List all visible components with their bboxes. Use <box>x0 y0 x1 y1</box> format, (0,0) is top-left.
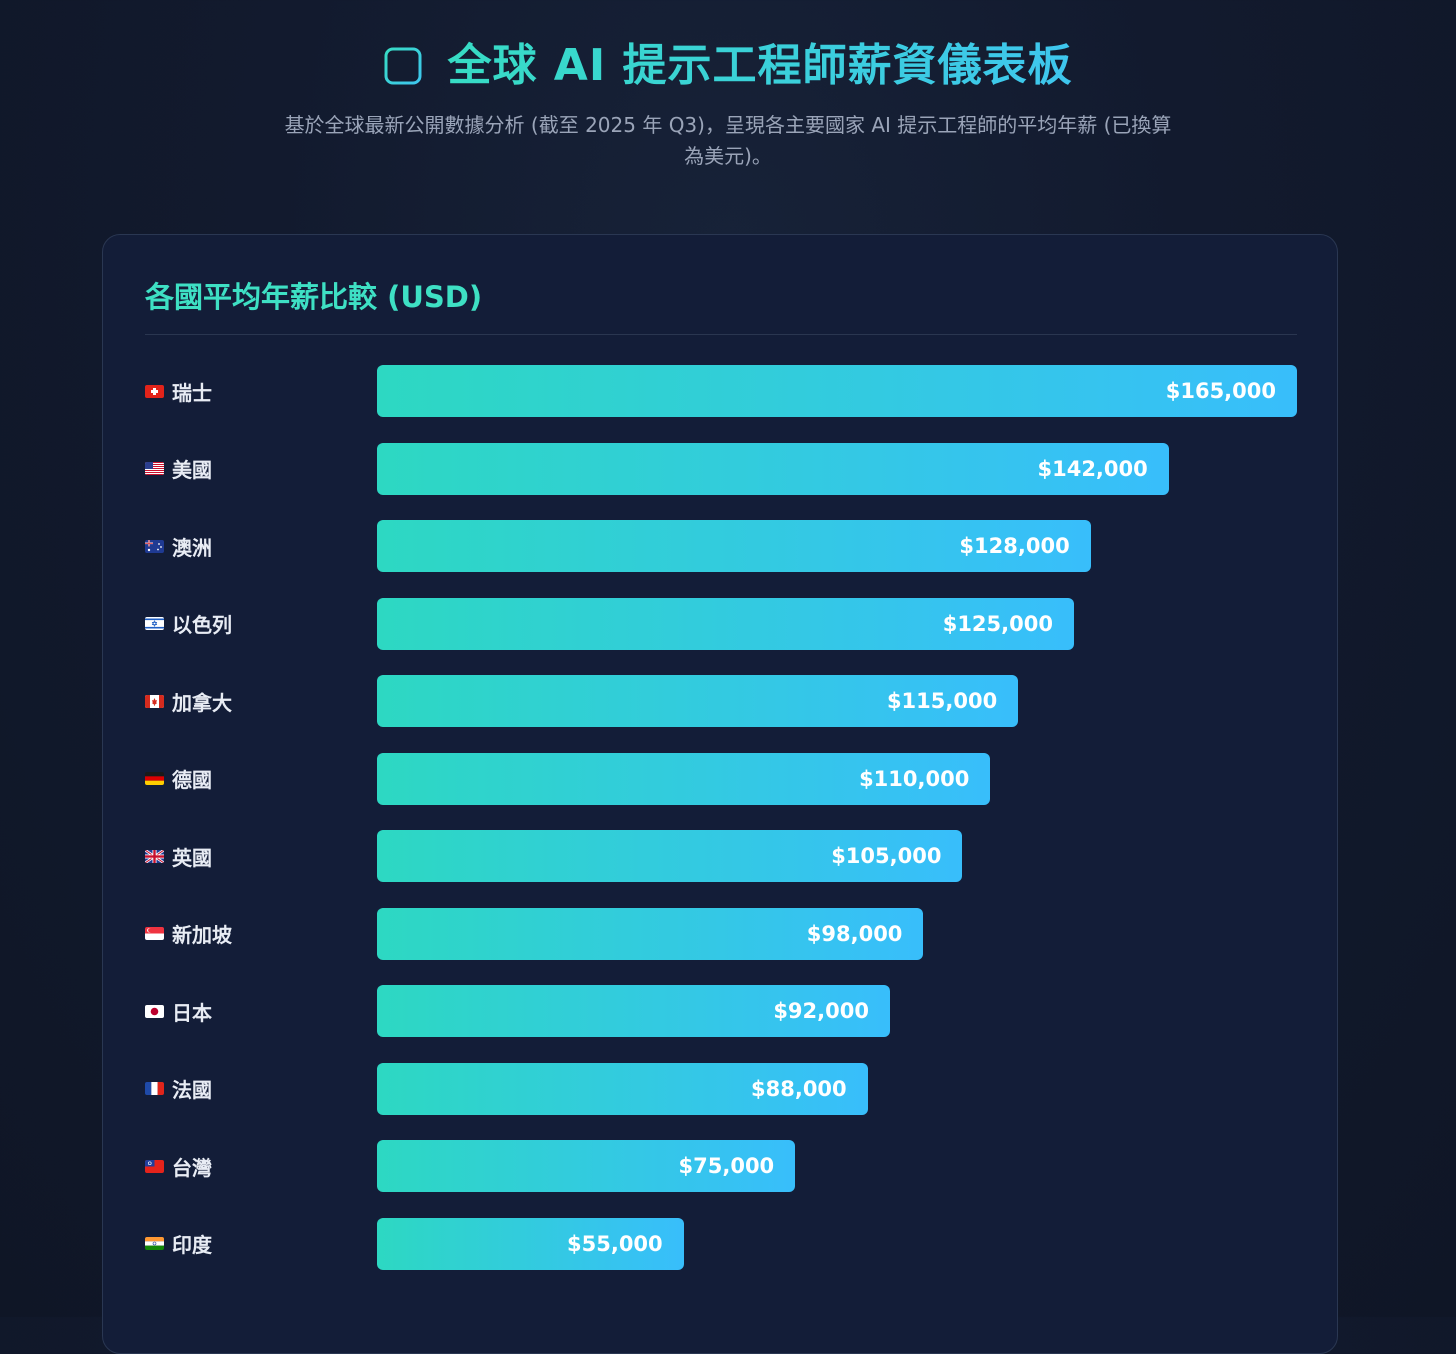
category-label: 德國 <box>145 753 212 805</box>
salary-bar-chart: 瑞士 $165,000 美國 $142,000 澳洲 $128,000 以色列 $125,00… <box>145 365 1297 1285</box>
bar-chart-icon <box>384 47 422 85</box>
country-name: 加拿大 <box>172 690 232 715</box>
bar-track: $92,000 <box>377 985 1297 1037</box>
salary-bar: $75,000 <box>377 1140 796 1192</box>
country-name: 台灣 <box>172 1155 212 1180</box>
country-name: 瑞士 <box>172 380 212 405</box>
bar-track: $75,000 <box>377 1140 1297 1192</box>
chart-row: 美國 $142,000 <box>145 442 1297 495</box>
category-label: 美國 <box>145 443 212 495</box>
bar-value-label: $88,000 <box>751 1076 847 1101</box>
title-divider <box>145 334 1297 335</box>
chart-row: 以色列 $125,000 <box>145 597 1297 650</box>
country-name: 美國 <box>172 458 212 482</box>
country-name: 法國 <box>172 1078 212 1102</box>
bar-value-label: $115,000 <box>886 689 998 713</box>
salary-bar: $105,000 <box>377 830 963 882</box>
dashboard-header: 全球 AI 提示工程師薪資儀表板 基於全球最新公開數據分析 (截至 2025 年… <box>0 0 1456 200</box>
chart-row: 印度 $55,000 <box>145 1217 1297 1270</box>
country-name: 印度 <box>172 1233 212 1257</box>
bar-value-label: $142,000 <box>1037 456 1148 481</box>
flag-canada-icon <box>145 694 164 708</box>
chart-row: 澳洲 $128,000 <box>145 520 1297 572</box>
bar-value-label: $55,000 <box>567 1231 663 1256</box>
bar-value-label: $92,000 <box>773 999 869 1023</box>
bar-value-label: $105,000 <box>831 844 942 868</box>
category-label: 新加坡 <box>145 908 232 960</box>
country-name: 澳洲 <box>172 535 212 560</box>
bar-track: $110,000 <box>377 752 1297 805</box>
bar-value-label: $75,000 <box>678 1154 775 1178</box>
flag-switzerland-icon <box>145 384 164 398</box>
chart-row: 新加坡 $98,000 <box>145 907 1297 960</box>
flag-usa-icon <box>145 462 164 475</box>
bar-track: $105,000 <box>377 830 1297 882</box>
country-name: 日本 <box>172 1000 212 1025</box>
salary-bar: $115,000 <box>377 675 1019 727</box>
category-label: 加拿大 <box>145 675 232 727</box>
chart-row: 英國 $105,000 <box>145 830 1297 882</box>
page-title: 全球 AI 提示工程師薪資儀表板 <box>447 34 1072 98</box>
flag-taiwan-icon <box>145 1159 164 1173</box>
bar-track: $142,000 <box>377 442 1297 495</box>
bar-track: $98,000 <box>377 907 1297 960</box>
bar-value-label: $128,000 <box>959 534 1070 558</box>
bar-value-label: $110,000 <box>859 766 970 791</box>
chart-row: 德國 $110,000 <box>145 752 1297 805</box>
category-label: 日本 <box>145 985 212 1037</box>
chart-row: 台灣 $75,000 <box>145 1140 1297 1192</box>
salary-bar: $128,000 <box>377 520 1091 572</box>
salary-bar: $55,000 <box>377 1217 684 1270</box>
chart-row: 日本 $92,000 <box>145 985 1297 1037</box>
country-name: 德國 <box>172 768 212 792</box>
flag-india-icon <box>145 1237 164 1250</box>
bar-value-label: $98,000 <box>806 921 903 946</box>
salary-chart-card: 各國平均年薪比較 (USD) 瑞士 $165,000 美國 $142,000 澳洲 $12… <box>102 234 1338 1354</box>
chart-row: 瑞士 $165,000 <box>145 365 1297 417</box>
country-name: 新加坡 <box>172 923 232 947</box>
category-label: 英國 <box>145 830 212 882</box>
bar-track: $165,000 <box>377 365 1297 417</box>
bar-value-label: $125,000 <box>942 611 1053 636</box>
bar-track: $125,000 <box>377 597 1297 650</box>
chart-title: 各國平均年薪比較 (USD) <box>145 280 483 314</box>
title-row: 全球 AI 提示工程師薪資儀表板 <box>0 34 1456 98</box>
category-label: 台灣 <box>145 1140 212 1192</box>
salary-bar: $142,000 <box>377 442 1169 495</box>
flag-germany-icon <box>145 772 164 785</box>
bar-track: $88,000 <box>377 1062 1297 1115</box>
flag-australia-icon <box>145 539 164 553</box>
bar-track: $55,000 <box>377 1217 1297 1270</box>
salary-bar: $92,000 <box>377 985 890 1037</box>
bar-value-label: $165,000 <box>1165 379 1276 403</box>
salary-bar: $110,000 <box>377 752 991 805</box>
category-label: 印度 <box>145 1218 212 1270</box>
category-label: 法國 <box>145 1063 212 1115</box>
salary-bar: $98,000 <box>377 907 924 960</box>
category-label: 以色列 <box>145 598 232 650</box>
category-label: 澳洲 <box>145 520 212 572</box>
page-subtitle: 基於全球最新公開數據分析 (截至 2025 年 Q3)，呈現各主要國家 AI 提… <box>284 113 1172 168</box>
flag-france-icon <box>145 1082 164 1095</box>
country-name: 以色列 <box>172 613 232 637</box>
flag-israel-icon <box>145 617 164 630</box>
category-label: 瑞士 <box>145 365 212 417</box>
flag-singapore-icon <box>145 927 164 940</box>
salary-bar: $125,000 <box>377 597 1074 650</box>
bar-track: $128,000 <box>377 520 1297 572</box>
salary-bar: $88,000 <box>377 1062 868 1115</box>
salary-bar: $165,000 <box>377 365 1297 417</box>
chart-row: 法國 $88,000 <box>145 1062 1297 1115</box>
flag-uk-icon <box>145 849 164 863</box>
bar-track: $115,000 <box>377 675 1297 727</box>
chart-row: 加拿大 $115,000 <box>145 675 1297 727</box>
country-name: 英國 <box>172 845 212 870</box>
flag-japan-icon <box>145 1004 164 1018</box>
